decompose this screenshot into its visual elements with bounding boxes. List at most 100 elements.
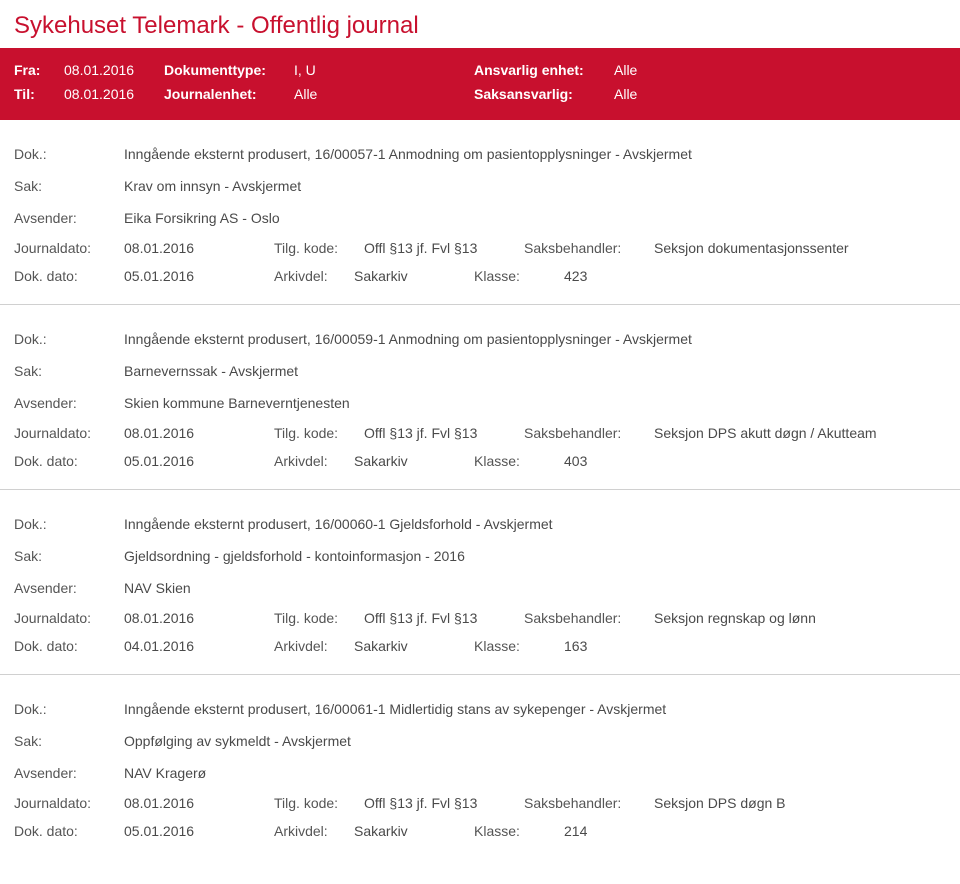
journaldato-value: 08.01.2016 [124, 425, 274, 441]
fra-value: 08.01.2016 [64, 62, 164, 78]
arkivdel-label: Arkivdel: [274, 823, 354, 839]
klasse-value: 214 [564, 823, 724, 839]
saksansvarlig-label: Saksansvarlig: [474, 86, 614, 102]
meta-row-2: Dok. dato:05.01.2016Arkivdel:SakarkivKla… [14, 447, 946, 475]
meta-row-2: Dok. dato:04.01.2016Arkivdel:SakarkivKla… [14, 632, 946, 660]
klasse-value: 423 [564, 268, 724, 284]
dokdato-value: 05.01.2016 [124, 453, 274, 469]
ansvarlig-label: Ansvarlig enhet: [474, 62, 614, 78]
tilgkode-value: Offl §13 jf. Fvl §13 [364, 425, 524, 441]
journaldato-label: Journaldato: [14, 425, 124, 441]
til-label: Til: [14, 86, 64, 102]
journaldato-label: Journaldato: [14, 240, 124, 256]
journaldato-value: 08.01.2016 [124, 795, 274, 811]
sak-row: Sak:Krav om innsyn - Avskjermet [14, 170, 946, 202]
arkivdel-value: Sakarkiv [354, 268, 474, 284]
arkivdel-label: Arkivdel: [274, 268, 354, 284]
saksbehandler-value: Seksjon regnskap og lønn [654, 610, 946, 626]
klasse-label: Klasse: [474, 453, 564, 469]
journalenhet-label: Journalenhet: [164, 86, 294, 102]
tilgkode-value: Offl §13 jf. Fvl §13 [364, 610, 524, 626]
journaldato-label: Journaldato: [14, 610, 124, 626]
meta-row-1: Journaldato:08.01.2016Tilg. kode:Offl §1… [14, 604, 946, 632]
arkivdel-value: Sakarkiv [354, 638, 474, 654]
doktype-value: I, U [294, 62, 474, 78]
sak-label: Sak: [14, 363, 124, 379]
journal-entry: Dok.:Inngående eksternt produsert, 16/00… [0, 120, 960, 304]
sak-value: Oppfølging av sykmeldt - Avskjermet [124, 733, 946, 749]
ansvarlig-value: Alle [614, 62, 637, 78]
avsender-label: Avsender: [14, 580, 124, 596]
meta-row-1: Journaldato:08.01.2016Tilg. kode:Offl §1… [14, 789, 946, 817]
avsender-label: Avsender: [14, 210, 124, 226]
meta-row-1: Journaldato:08.01.2016Tilg. kode:Offl §1… [14, 234, 946, 262]
avsender-value: NAV Kragerø [124, 765, 946, 781]
dok-value: Inngående eksternt produsert, 16/00061-1… [124, 701, 946, 717]
journal-entry: Dok.:Inngående eksternt produsert, 16/00… [0, 305, 960, 489]
doktype-label: Dokumenttype: [164, 62, 294, 78]
avsender-row: Avsender:Eika Forsikring AS - Oslo [14, 202, 946, 234]
dok-row: Dok.:Inngående eksternt produsert, 16/00… [14, 693, 946, 725]
klasse-label: Klasse: [474, 823, 564, 839]
sak-row: Sak:Barnevernssak - Avskjermet [14, 355, 946, 387]
saksbehandler-value: Seksjon DPS døgn B [654, 795, 946, 811]
entries-container: Dok.:Inngående eksternt produsert, 16/00… [0, 120, 960, 859]
header-band: Fra: 08.01.2016 Dokumenttype: I, U Ansva… [0, 48, 960, 120]
journal-entry: Dok.:Inngående eksternt produsert, 16/00… [0, 675, 960, 859]
arkivdel-label: Arkivdel: [274, 453, 354, 469]
avsender-value: Eika Forsikring AS - Oslo [124, 210, 946, 226]
arkivdel-value: Sakarkiv [354, 823, 474, 839]
saksbehandler-label: Saksbehandler: [524, 240, 654, 256]
page-title: Sykehuset Telemark - Offentlig journal [0, 0, 960, 48]
saksbehandler-value: Seksjon dokumentasjonssenter [654, 240, 946, 256]
tilgkode-label: Tilg. kode: [274, 610, 364, 626]
klasse-label: Klasse: [474, 268, 564, 284]
avsender-value: Skien kommune Barneverntjenesten [124, 395, 946, 411]
tilgkode-label: Tilg. kode: [274, 240, 364, 256]
dok-label: Dok.: [14, 516, 124, 532]
til-value: 08.01.2016 [64, 86, 164, 102]
klasse-label: Klasse: [474, 638, 564, 654]
saksbehandler-label: Saksbehandler: [524, 610, 654, 626]
tilgkode-label: Tilg. kode: [274, 795, 364, 811]
journaldato-value: 08.01.2016 [124, 610, 274, 626]
dok-row: Dok.:Inngående eksternt produsert, 16/00… [14, 508, 946, 540]
avsender-row: Avsender:NAV Skien [14, 572, 946, 604]
journal-entry: Dok.:Inngående eksternt produsert, 16/00… [0, 490, 960, 674]
journaldato-label: Journaldato: [14, 795, 124, 811]
meta-row-2: Dok. dato:05.01.2016Arkivdel:SakarkivKla… [14, 817, 946, 845]
dok-row: Dok.:Inngående eksternt produsert, 16/00… [14, 138, 946, 170]
saksansvarlig-value: Alle [614, 86, 637, 102]
saksbehandler-value: Seksjon DPS akutt døgn / Akutteam [654, 425, 946, 441]
tilgkode-value: Offl §13 jf. Fvl §13 [364, 240, 524, 256]
journaldato-value: 08.01.2016 [124, 240, 274, 256]
avsender-row: Avsender:NAV Kragerø [14, 757, 946, 789]
dok-label: Dok.: [14, 331, 124, 347]
dok-row: Dok.:Inngående eksternt produsert, 16/00… [14, 323, 946, 355]
dokdato-label: Dok. dato: [14, 823, 124, 839]
sak-label: Sak: [14, 178, 124, 194]
avsender-label: Avsender: [14, 765, 124, 781]
saksbehandler-label: Saksbehandler: [524, 425, 654, 441]
sak-row: Sak:Gjeldsordning - gjeldsforhold - kont… [14, 540, 946, 572]
tilgkode-value: Offl §13 jf. Fvl §13 [364, 795, 524, 811]
sak-row: Sak:Oppfølging av sykmeldt - Avskjermet [14, 725, 946, 757]
dokdato-label: Dok. dato: [14, 268, 124, 284]
header-row-fra: Fra: 08.01.2016 Dokumenttype: I, U Ansva… [14, 58, 946, 82]
sak-label: Sak: [14, 733, 124, 749]
klasse-value: 403 [564, 453, 724, 469]
sak-label: Sak: [14, 548, 124, 564]
tilgkode-label: Tilg. kode: [274, 425, 364, 441]
dokdato-value: 04.01.2016 [124, 638, 274, 654]
avsender-row: Avsender:Skien kommune Barneverntjeneste… [14, 387, 946, 419]
dokdato-label: Dok. dato: [14, 453, 124, 469]
klasse-value: 163 [564, 638, 724, 654]
meta-row-2: Dok. dato:05.01.2016Arkivdel:SakarkivKla… [14, 262, 946, 290]
dok-value: Inngående eksternt produsert, 16/00059-1… [124, 331, 946, 347]
avsender-value: NAV Skien [124, 580, 946, 596]
dok-value: Inngående eksternt produsert, 16/00060-1… [124, 516, 946, 532]
dok-label: Dok.: [14, 146, 124, 162]
meta-row-1: Journaldato:08.01.2016Tilg. kode:Offl §1… [14, 419, 946, 447]
dokdato-value: 05.01.2016 [124, 268, 274, 284]
header-row-til: Til: 08.01.2016 Journalenhet: Alle Saksa… [14, 82, 946, 106]
